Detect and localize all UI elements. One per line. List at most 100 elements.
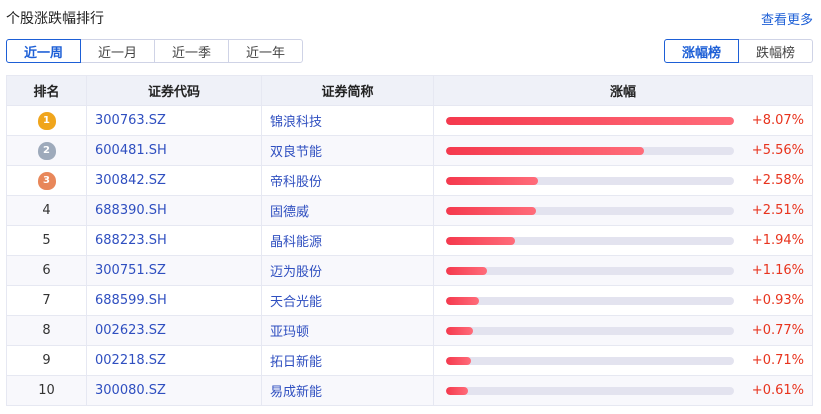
stock-name-link[interactable]: 亚玛顿 (261, 315, 434, 346)
col-code[interactable]: 证券代码 (86, 75, 262, 106)
table-row[interactable]: 2 600481.SH 双良节能 +5.56% (6, 135, 813, 166)
change-cell: +8.07% (433, 105, 813, 136)
col-rank[interactable]: 排名 (6, 75, 87, 106)
stock-code-link[interactable]: 002218.SZ (86, 345, 262, 376)
section-title: 个股涨跌幅排行 (6, 11, 104, 27)
change-cell: +2.58% (433, 165, 813, 196)
change-cell: +0.71% (433, 345, 813, 376)
stock-code-link[interactable]: 300763.SZ (86, 105, 262, 136)
change-percent: +2.51% (751, 203, 804, 218)
change-percent: +2.58% (751, 173, 804, 188)
stock-name-link[interactable]: 迈为股份 (261, 255, 434, 286)
table-row[interactable]: 5 688223.SH 晶科能源 +1.94% (6, 225, 813, 256)
col-change[interactable]: 涨幅 (433, 75, 813, 106)
stock-name-link[interactable]: 帝科股份 (261, 165, 434, 196)
change-bar-fill (446, 176, 539, 185)
change-bar-track (446, 176, 734, 185)
change-bar-track (446, 146, 734, 155)
change-bar-track (446, 296, 734, 305)
table-row[interactable]: 8 002623.SZ 亚玛顿 +0.77% (6, 315, 813, 346)
table-row[interactable]: 6 300751.SZ 迈为股份 +1.16% (6, 255, 813, 286)
rank-cell: 4 (6, 195, 87, 226)
change-percent: +5.56% (751, 143, 804, 158)
change-bar-fill (446, 356, 472, 365)
stock-name-link[interactable]: 晶科能源 (261, 225, 434, 256)
stock-name-link[interactable]: 双良节能 (261, 135, 434, 166)
stock-code-link[interactable]: 688390.SH (86, 195, 262, 226)
change-cell: +1.16% (433, 255, 813, 286)
table-row[interactable]: 7 688599.SH 天合光能 +0.93% (6, 285, 813, 316)
change-cell: +5.56% (433, 135, 813, 166)
table-row[interactable]: 1 300763.SZ 锦浪科技 +8.07% (6, 105, 813, 136)
change-bar-fill (446, 236, 516, 245)
rank-cell: 2 (6, 135, 87, 166)
stock-code-link[interactable]: 600481.SH (86, 135, 262, 166)
stock-name-link[interactable]: 拓日新能 (261, 345, 434, 376)
view-more-link[interactable]: 查看更多 (760, 13, 813, 28)
tab-period-0[interactable]: 近一周 (6, 39, 81, 63)
change-bar-track (446, 356, 734, 365)
tab-period-1[interactable]: 近一月 (80, 39, 155, 63)
rank-cell: 6 (6, 255, 87, 286)
rank-medal-icon: 3 (37, 171, 56, 190)
tab-board-1[interactable]: 跌幅榜 (738, 39, 813, 63)
rank-cell: 7 (6, 285, 87, 316)
table-row[interactable]: 10 300080.SZ 易成新能 +0.61% (6, 375, 813, 406)
rank-cell: 9 (6, 345, 87, 376)
rank-number: 7 (42, 293, 51, 308)
stock-code-link[interactable]: 300842.SZ (86, 165, 262, 196)
change-bar-fill (446, 296, 480, 305)
table-row[interactable]: 4 688390.SH 固德威 +2.51% (6, 195, 813, 226)
stock-code-link[interactable]: 688599.SH (86, 285, 262, 316)
rank-number: 4 (42, 203, 51, 218)
rank-number: 8 (42, 323, 51, 338)
stock-code-link[interactable]: 300751.SZ (86, 255, 262, 286)
rank-number: 10 (38, 383, 55, 398)
change-cell: +1.94% (433, 225, 813, 256)
table-header: 排名 证券代码 证券简称 涨幅 (6, 75, 813, 106)
board-tabs: 涨幅榜 跌幅榜 (664, 39, 813, 63)
change-cell: +0.61% (433, 375, 813, 406)
change-percent: +0.77% (751, 323, 804, 338)
stock-code-link[interactable]: 300080.SZ (86, 375, 262, 406)
change-bar-track (446, 266, 734, 275)
change-bar-track (446, 206, 734, 215)
change-bar-fill (446, 386, 468, 395)
change-bar-fill (446, 326, 474, 335)
rank-cell: 1 (6, 105, 87, 136)
stock-name-link[interactable]: 天合光能 (261, 285, 434, 316)
change-bar-fill (446, 266, 488, 275)
stock-name-link[interactable]: 固德威 (261, 195, 434, 226)
change-percent: +1.16% (751, 263, 804, 278)
table-row[interactable]: 3 300842.SZ 帝科股份 +2.58% (6, 165, 813, 196)
change-percent: +1.94% (751, 233, 804, 248)
col-name[interactable]: 证券简称 (261, 75, 434, 106)
change-cell: +2.51% (433, 195, 813, 226)
rank-cell: 8 (6, 315, 87, 346)
tab-board-0[interactable]: 涨幅榜 (664, 39, 739, 63)
rank-cell: 10 (6, 375, 87, 406)
change-bar-track (446, 236, 734, 245)
change-bar-track (446, 386, 734, 395)
stock-code-link[interactable]: 688223.SH (86, 225, 262, 256)
tab-period-3[interactable]: 近一年 (228, 39, 303, 63)
change-cell: +0.93% (433, 285, 813, 316)
rank-number: 9 (42, 353, 51, 368)
change-bar-track (446, 116, 734, 125)
change-cell: +0.77% (433, 315, 813, 346)
ranking-table: 排名 证券代码 证券简称 涨幅 1 300763.SZ 锦浪科技 +8.07% 2… (6, 75, 813, 406)
rank-number: 5 (42, 233, 51, 248)
change-bar-fill (446, 116, 734, 125)
change-percent: +0.93% (751, 293, 804, 308)
tab-period-2[interactable]: 近一季 (154, 39, 229, 63)
change-bar-fill (446, 146, 645, 155)
stock-code-link[interactable]: 002623.SZ (86, 315, 262, 346)
table-row[interactable]: 9 002218.SZ 拓日新能 +0.71% (6, 345, 813, 376)
period-tabs: 近一周 近一月 近一季 近一年 (6, 39, 303, 63)
stock-name-link[interactable]: 易成新能 (261, 375, 434, 406)
rank-medal-icon: 1 (37, 111, 56, 130)
stock-name-link[interactable]: 锦浪科技 (261, 105, 434, 136)
change-percent: +0.71% (751, 353, 804, 368)
change-percent: +0.61% (751, 383, 804, 398)
rank-cell: 3 (6, 165, 87, 196)
